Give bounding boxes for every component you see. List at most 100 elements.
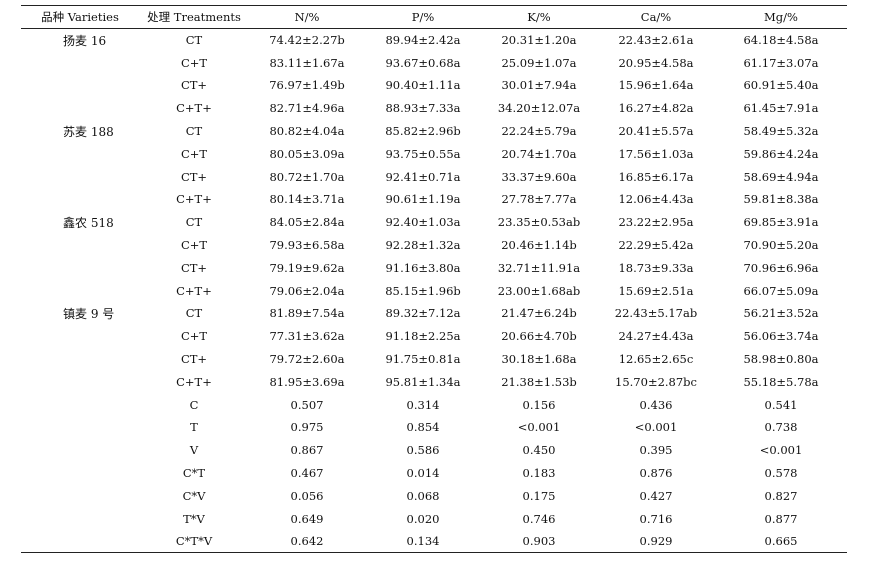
ca-cell: 16.27±4.82a: [618, 101, 694, 116]
ca-cell: 15.96±1.64a: [618, 78, 694, 93]
ca-cell: 16.85±6.17a: [618, 169, 694, 184]
table-body: 扬麦 16 CT 74.42±2.27b 89.94±2.42a 20.31±1.20a…: [21, 29, 847, 554]
k-cell: 32.71±11.91a: [497, 260, 581, 275]
ca-cell: 24.27±4.43a: [618, 329, 694, 344]
n-cell: 0.649: [290, 511, 324, 526]
treatment-cell: C+T+: [176, 101, 212, 116]
k-cell: 20.66±4.70b: [501, 329, 577, 344]
treatment-cell: CT: [185, 124, 203, 139]
n-cell: 82.71±4.96a: [269, 101, 345, 116]
table-row: C+T 77.31±3.62a 91.18±2.25a 20.66±4.70b 24.2…: [21, 325, 847, 348]
mg-cell: 56.06±3.74a: [743, 329, 819, 344]
table-row: CT+ 79.19±9.62a 91.16±3.80a 32.71±11.91a 18.…: [21, 256, 847, 279]
variety-cell: [21, 256, 139, 279]
variety-cell: [21, 142, 139, 165]
treatment-cell: CT: [185, 33, 203, 48]
ca-cell: 12.06±4.43a: [618, 192, 694, 207]
k-cell: 0.156: [522, 397, 556, 412]
n-cell: 79.19±9.62a: [269, 260, 345, 275]
mg-cell: 64.18±4.58a: [743, 33, 819, 48]
ca-cell: 15.70±2.87bc: [615, 374, 697, 389]
empty-cell: [21, 462, 139, 485]
mg-cell: 58.69±4.94a: [743, 169, 819, 184]
mg-cell: 59.81±8.38a: [743, 192, 819, 207]
factor-cell: T: [190, 420, 198, 435]
p-cell: 85.82±2.96b: [385, 124, 461, 139]
mg-cell: 61.45±7.91a: [743, 101, 819, 116]
ca-cell: 0.436: [639, 397, 673, 412]
empty-cell: [21, 416, 139, 439]
mg-cell: 59.86±4.24a: [743, 146, 819, 161]
header-row: 品种 Varieties 处理 Treatments N/% P/% K/% C…: [21, 5, 847, 29]
table-row: C+T+ 79.06±2.04a 85.15±1.96b 23.00±1.68ab 15…: [21, 279, 847, 302]
ca-cell: 0.876: [639, 466, 673, 481]
k-cell: 20.46±1.14b: [501, 238, 577, 253]
k-cell: 30.18±1.68a: [501, 352, 577, 367]
n-cell: 0.975: [290, 420, 324, 435]
variety-cell: 鑫农 518: [63, 215, 114, 230]
n-cell: 81.95±3.69a: [269, 374, 345, 389]
stats-row: C*V 0.056 0.068 0.175 0.427 0.827: [21, 484, 847, 507]
n-cell: 79.06±2.04a: [269, 283, 345, 298]
variety-cell: [21, 74, 139, 97]
p-cell: 0.020: [406, 511, 440, 526]
mg-cell: 58.98±0.80a: [743, 352, 819, 367]
p-cell: 0.854: [406, 420, 440, 435]
empty-cell: [21, 393, 139, 416]
ca-cell: 20.41±5.57a: [618, 124, 694, 139]
mg-cell: 70.90±5.20a: [743, 238, 819, 253]
n-cell: 0.642: [249, 530, 365, 554]
k-cell: 20.31±1.20a: [501, 33, 577, 48]
empty-cell: [21, 484, 139, 507]
n-cell: 74.42±2.27b: [269, 33, 345, 48]
empty-cell: [21, 530, 139, 554]
table-row: C+T+ 80.14±3.71a 90.61±1.19a 27.78±7.77a 12.…: [21, 188, 847, 211]
n-cell: 80.05±3.09a: [269, 146, 345, 161]
ca-cell: 22.43±2.61a: [618, 33, 694, 48]
p-cell: 0.586: [406, 443, 440, 458]
ca-cell: <0.001: [634, 420, 678, 435]
treatment-cell: C+T: [180, 329, 208, 344]
p-cell: 88.93±7.33a: [385, 101, 461, 116]
k-cell: 0.175: [522, 488, 556, 503]
ca-cell: 18.73±9.33a: [618, 260, 694, 275]
variety-cell: [21, 370, 139, 393]
mg-cell: 0.541: [764, 397, 798, 412]
n-cell: 76.97±1.49b: [269, 78, 345, 93]
variety-cell: [21, 188, 139, 211]
n-cell: 81.89±7.54a: [269, 306, 345, 321]
treatment-cell: C+T+: [176, 192, 212, 207]
k-cell: 20.74±1.70a: [501, 146, 577, 161]
p-cell: 0.014: [406, 466, 440, 481]
k-cell: 33.37±9.60a: [501, 169, 577, 184]
header-n: N/%: [249, 5, 365, 29]
n-cell: 79.72±2.60a: [269, 352, 345, 367]
treatment-cell: C+T: [180, 146, 208, 161]
p-cell: 91.18±2.25a: [385, 329, 461, 344]
mg-cell: 60.91±5.40a: [743, 78, 819, 93]
treatment-cell: CT: [185, 215, 203, 230]
treatment-cell: CT+: [180, 260, 208, 275]
ca-cell: 0.716: [639, 511, 673, 526]
ca-cell: 17.56±1.03a: [618, 146, 694, 161]
k-cell: 23.00±1.68ab: [497, 283, 581, 298]
factor-cell: T*V: [183, 511, 205, 526]
mg-cell: 66.07±5.09a: [743, 283, 819, 298]
k-cell: 34.20±12.07a: [497, 101, 581, 116]
table-row: CT+ 79.72±2.60a 91.75±0.81a 30.18±1.68a 12.6…: [21, 348, 847, 371]
header-mg: Mg/%: [715, 5, 847, 29]
n-cell: 79.93±6.58a: [269, 238, 345, 253]
factor-cell: C*V: [182, 488, 206, 503]
p-cell: 93.67±0.68a: [385, 55, 461, 70]
ca-cell: 12.65±2.65c: [618, 352, 694, 367]
p-cell: 90.40±1.11a: [385, 78, 461, 93]
mg-cell: 55.18±5.78a: [743, 374, 819, 389]
table-row: C+T 79.93±6.58a 92.28±1.32a 20.46±1.14b 22.2…: [21, 234, 847, 257]
empty-cell: [21, 439, 139, 462]
n-cell: 0.056: [290, 488, 324, 503]
k-cell: 0.450: [522, 443, 556, 458]
ca-cell: 0.395: [639, 443, 673, 458]
p-cell: 89.94±2.42a: [385, 33, 461, 48]
variety-cell: 镇麦 9 号: [63, 306, 115, 321]
n-cell: 80.14±3.71a: [269, 192, 345, 207]
